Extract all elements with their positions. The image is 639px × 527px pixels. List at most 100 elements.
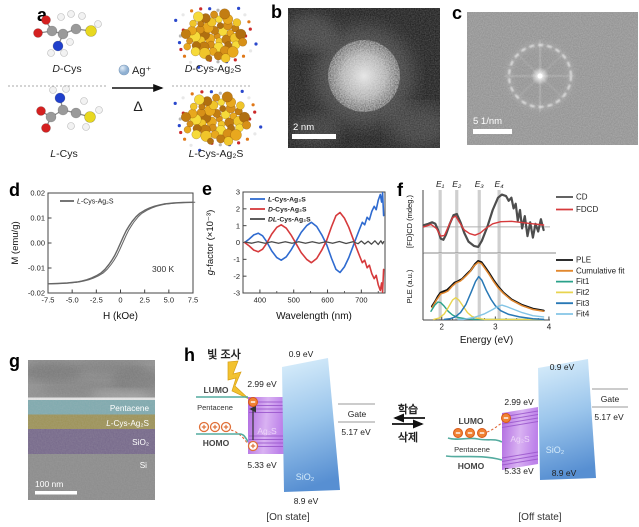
chart-f_cd: [FD]CD (mdeg.) E₁ E₂ E₃ E₄ CD FDCD [405, 179, 598, 254]
barrier-bottom-energy: 8.9 eV [294, 496, 319, 506]
svg-text:E₄: E₄ [495, 179, 505, 189]
svg-text:D-Cys-Ag₂S: D-Cys-Ag₂S [268, 207, 307, 214]
sio2-barrier [282, 358, 340, 492]
svg-text:-1: -1 [233, 255, 240, 264]
panel-b-tem-image: 2 nm [288, 8, 440, 148]
gate-energy-label: 5.17 eV [594, 412, 624, 422]
barrier-top-energy: 0.9 eV [289, 349, 314, 359]
svg-text:PLE (a.u.): PLE (a.u.) [405, 269, 414, 303]
svg-text:L-Cys-Ag₂S: L-Cys-Ag₂S [77, 199, 114, 206]
homo-level-line [445, 455, 503, 461]
reactant-top-label: D-Cys [52, 63, 81, 75]
on-state-diagram: 빛 조사 LUMO Pentacene HOMO Ag₂S [196, 347, 375, 523]
scalebar-label: 2 nm [293, 122, 314, 133]
svg-text:2: 2 [236, 204, 240, 213]
svg-text:-2: -2 [233, 272, 240, 281]
lumo-label: LUMO [203, 385, 228, 395]
chart-e: 400 500 600 700 -3 -2 -1 0 1 2 3 Wavelength (nm) g-f… [205, 188, 386, 322]
scalebar [473, 129, 512, 134]
svg-text:Wavelength (nm): Wavelength (nm) [276, 311, 352, 322]
pentacene-label: Pentacene [454, 445, 490, 454]
lumo-energy-label: 2.99 eV [504, 397, 534, 407]
heat-delta-label: Δ [133, 98, 142, 114]
electron-transfer-arrow [486, 422, 503, 433]
silver-ion-icon [118, 64, 130, 76]
svg-text:g-factor (×10⁻³): g-factor (×10⁻³) [205, 210, 216, 275]
lumo-energy-label: 2.99 eV [247, 379, 277, 389]
lumo-label: LUMO [458, 416, 483, 426]
panel-c-fft-image: 5 1/nm [467, 12, 638, 145]
erase-label: 삭제 [398, 430, 418, 444]
hole-icon [247, 440, 259, 452]
scalebar-label: 100 nm [35, 479, 63, 489]
svg-text:600: 600 [321, 296, 334, 305]
chart-d: -7.5 -5.0 -2.5 0 2.5 5.0 7.5 -0.02 -0.01 0.00 0.01… [10, 189, 198, 322]
svg-text:0.01: 0.01 [30, 214, 45, 223]
svg-text:400: 400 [254, 296, 267, 305]
d-cys-molecule [33, 10, 102, 57]
panel-g-label: g [9, 351, 20, 371]
lumo-level-line [447, 437, 503, 443]
scalebar [292, 134, 336, 139]
electron-icon [248, 397, 258, 407]
svg-text:-7.5: -7.5 [42, 296, 55, 305]
svg-text:L-Cys-Ag₂S: L-Cys-Ag₂S [268, 197, 306, 204]
svg-text:-0.01: -0.01 [28, 264, 45, 273]
learn-erase-arrows: 학습 삭제 [392, 402, 425, 444]
d-cys-ag2s-nanoparticle [174, 6, 258, 69]
panel-b-label: b [271, 2, 282, 22]
svg-text:700: 700 [355, 296, 368, 305]
panel-f-label: f [397, 180, 403, 200]
l-cys-ag2s-nanoparticle [173, 89, 263, 152]
product-top-label: D-Cys-Ag₂S [185, 63, 242, 75]
sio2-label: SiO₂ [546, 445, 565, 455]
sio2-label: SiO₂ [132, 438, 149, 447]
svg-text:4: 4 [547, 323, 552, 332]
learn-label: 학습 [398, 402, 418, 416]
svg-text:0.00: 0.00 [30, 239, 45, 248]
light-irradiation-label: 빛 조사 [207, 347, 241, 361]
svg-text:Fit1: Fit1 [576, 277, 590, 286]
scalebar-label: 5 1/nm [473, 116, 502, 127]
ag2s-label: Ag₂S [257, 426, 277, 436]
svg-text:DL-Cys-Ag₂S: DL-Cys-Ag₂S [268, 217, 311, 224]
svg-text:3: 3 [236, 188, 240, 197]
svg-text:Energy (eV): Energy (eV) [460, 335, 513, 346]
svg-text:-3: -3 [233, 289, 240, 298]
svg-text:0.02: 0.02 [30, 189, 45, 198]
gate-label: Gate [348, 409, 367, 419]
silver-ion-label: Ag⁺ [132, 65, 151, 77]
svg-text:7.5: 7.5 [188, 296, 198, 305]
svg-text:0: 0 [236, 238, 240, 247]
svg-text:300 K: 300 K [152, 264, 175, 274]
homo-energy-label: 5.33 eV [247, 460, 277, 470]
panel-e-label: e [202, 179, 213, 199]
pentacene-label: Pentacene [110, 404, 150, 413]
barrier-bottom-energy: 8.9 eV [552, 468, 577, 478]
ag2s-label: Ag₂S [510, 434, 530, 444]
svg-text:2.5: 2.5 [139, 296, 149, 305]
homo-label: HOMO [458, 461, 485, 471]
off-state-diagram: 2.99 eV LUMO Pentacene HOMO Ag₂S 5.3 [445, 359, 628, 523]
pentacene-label: Pentacene [197, 403, 233, 412]
svg-text:-2.5: -2.5 [90, 296, 103, 305]
product-bottom-label: L-Cys-Ag₂S [189, 148, 244, 160]
svg-text:PLE: PLE [576, 256, 591, 265]
panel-g-crosssection-image: Pentacene L-Cys-Ag₂S SiO₂ Si 100 nm [28, 360, 155, 500]
svg-text:Fit3: Fit3 [576, 299, 590, 308]
panel-d-label: d [9, 180, 20, 200]
svg-text:H (kOe): H (kOe) [103, 311, 138, 322]
svg-text:5.0: 5.0 [164, 296, 174, 305]
off-state-label: [Off state] [518, 512, 561, 523]
svg-text:Cumulative fit: Cumulative fit [576, 266, 625, 275]
scalebar [35, 491, 77, 495]
svg-text:1: 1 [236, 221, 240, 230]
panel-h-band-diagram: 빛 조사 LUMO Pentacene HOMO Ag₂S [196, 347, 628, 523]
on-state-label: [On state] [266, 512, 310, 523]
panel-a-label: a [37, 5, 48, 25]
svg-text:E₁: E₁ [436, 179, 445, 189]
electrons-icon [453, 428, 487, 438]
reactant-bottom-label: L-Cys [50, 148, 77, 160]
hole-transfer-arrow [230, 429, 249, 445]
